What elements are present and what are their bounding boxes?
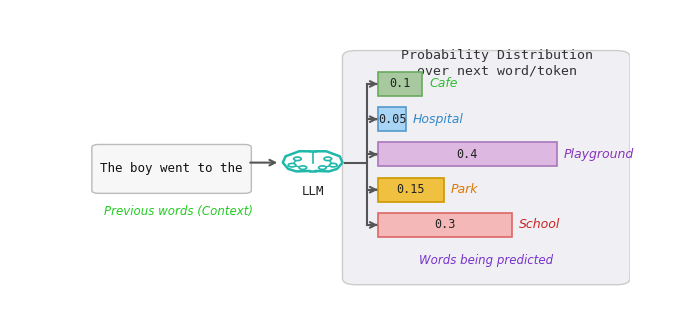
Text: 0.1: 0.1 — [389, 77, 411, 91]
Text: Cafe: Cafe — [429, 77, 458, 91]
Circle shape — [288, 164, 296, 167]
Circle shape — [299, 166, 307, 169]
Circle shape — [324, 157, 332, 161]
FancyBboxPatch shape — [92, 145, 251, 193]
Text: Park: Park — [451, 183, 478, 196]
Text: Probability Distribution
over next word/token: Probability Distribution over next word/… — [401, 49, 593, 77]
Text: Hospital: Hospital — [413, 113, 464, 126]
Text: 0.4: 0.4 — [456, 148, 478, 161]
Text: Words being predicted: Words being predicted — [419, 254, 553, 267]
FancyBboxPatch shape — [378, 178, 444, 202]
Circle shape — [318, 166, 326, 169]
Text: LLM: LLM — [302, 185, 324, 198]
Text: The boy went to the: The boy went to the — [100, 163, 243, 175]
FancyBboxPatch shape — [378, 72, 423, 96]
Circle shape — [294, 157, 301, 161]
FancyBboxPatch shape — [378, 213, 512, 237]
FancyBboxPatch shape — [378, 107, 407, 131]
Text: Previous words (Context): Previous words (Context) — [104, 205, 253, 218]
Text: Playground: Playground — [564, 148, 634, 161]
Text: 0.3: 0.3 — [434, 218, 456, 232]
FancyBboxPatch shape — [342, 51, 630, 285]
Text: 0.15: 0.15 — [397, 183, 425, 196]
Circle shape — [330, 164, 337, 167]
Text: 0.05: 0.05 — [378, 113, 406, 126]
FancyBboxPatch shape — [378, 143, 556, 166]
Text: School: School — [519, 218, 560, 232]
